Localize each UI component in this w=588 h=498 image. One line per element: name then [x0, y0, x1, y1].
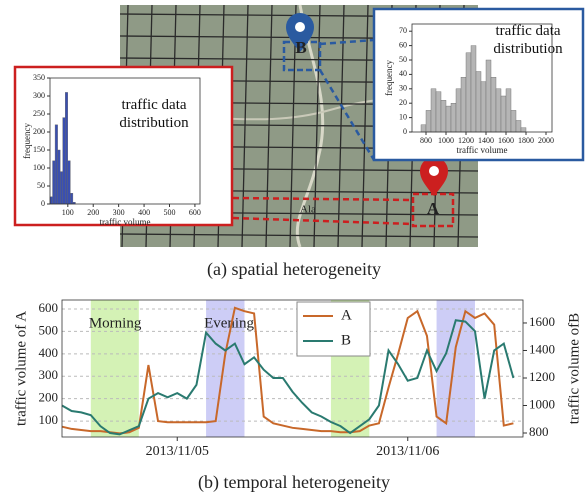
bar [521, 128, 526, 132]
bar [55, 125, 58, 204]
band-label: Morning [89, 315, 142, 331]
legend-label: B [341, 332, 351, 348]
y-tick-label: 0 [41, 199, 45, 208]
x-tick-label: 1000 [438, 136, 454, 145]
x-tick-label: 300 [113, 208, 125, 217]
bar [456, 89, 461, 132]
bar [70, 193, 73, 204]
marker-b-dot [295, 22, 305, 32]
bar [486, 60, 491, 132]
x-axis-label: traffic volume [456, 145, 507, 155]
y-tick-label: 50 [37, 181, 45, 190]
band-label: Evening [204, 315, 254, 331]
y2-tick-label: 1600 [529, 314, 555, 329]
y-tick-label: 40 [399, 69, 407, 78]
y2-tick-label: 800 [529, 424, 549, 439]
inset-a-frame [15, 67, 232, 225]
bar [60, 172, 63, 204]
y-axis-label: traffic volume of A [13, 311, 29, 426]
y2-tick-label: 1000 [529, 396, 555, 411]
y-tick-label: 30 [399, 84, 407, 93]
marker-b-label: B [295, 38, 306, 57]
x-tick-label: 1400 [478, 136, 494, 145]
bar [441, 100, 446, 132]
bar [426, 110, 431, 132]
x-tick-label: 1600 [498, 136, 514, 145]
inset-b-title: traffic data distribution [476, 22, 580, 58]
figure-canvas: Ala A B (a) spatial heterogeneity (b) te… [0, 0, 588, 498]
bar [421, 125, 426, 132]
y-axis-label: frequency [22, 123, 32, 159]
bar [516, 120, 521, 132]
x-tick-label: 400 [138, 208, 150, 217]
legend-label: A [341, 307, 352, 323]
figure: Ala A B (a) spatial heterogeneity (b) te… [0, 0, 588, 498]
bar [436, 92, 441, 132]
y-tick-label: 350 [33, 73, 45, 82]
y-tick-label: 300 [33, 91, 45, 100]
y-tick-label: 100 [33, 163, 45, 172]
caption-b: (b) temporal heterogeneity [198, 472, 390, 493]
x-tick-label: 100 [62, 208, 74, 217]
bar [506, 89, 511, 132]
y-tick-label: 60 [399, 40, 407, 49]
bar [451, 103, 456, 132]
y-tick-label: 10 [399, 112, 407, 121]
bar [68, 161, 71, 204]
bar [63, 118, 66, 204]
x-tick-label: 2000 [538, 136, 554, 145]
x-tick-label: 1200 [458, 136, 474, 145]
bar [431, 89, 436, 132]
x-tick-label: 600 [189, 208, 201, 217]
bar [65, 92, 68, 204]
y-tick-label: 250 [33, 109, 45, 118]
x-tick-label: 500 [163, 208, 175, 217]
y-tick-label: 600 [39, 300, 59, 315]
place-label: Ala [300, 204, 316, 216]
y-tick-label: 70 [399, 26, 407, 35]
bar [476, 72, 481, 132]
bar [501, 96, 506, 132]
y-tick-label: 50 [399, 55, 407, 64]
y-axis-label: frequency [384, 60, 394, 96]
bar [511, 110, 516, 132]
x-tick-label: 200 [87, 208, 99, 217]
y2-tick-label: 1200 [529, 369, 555, 384]
caption-a: (a) spatial heterogeneity [207, 259, 381, 280]
x-tick-label: 800 [420, 136, 432, 145]
bar [481, 82, 486, 132]
bar [466, 53, 471, 132]
y2-tick-label: 1400 [529, 341, 555, 356]
bar [53, 161, 56, 204]
marker-a-label: A [427, 199, 440, 218]
x-tick-label: 2013/11/06 [376, 444, 439, 459]
y-tick-label: 200 [39, 390, 59, 405]
bar [446, 106, 451, 132]
x-axis-label: traffic volume [99, 217, 150, 227]
bar [491, 77, 496, 132]
bar [471, 46, 476, 132]
y-tick-label: 500 [39, 322, 59, 337]
y-tick-label: 150 [33, 145, 45, 154]
y-tick-label: 300 [39, 367, 59, 382]
bar [461, 77, 466, 132]
y-tick-label: 200 [33, 127, 45, 136]
y-tick-label: 100 [39, 412, 59, 427]
marker-a-dot [429, 166, 439, 176]
x-tick-label: 1800 [518, 136, 534, 145]
inset-a-title: traffic data distribution [106, 96, 202, 132]
y-tick-label: 0 [403, 127, 407, 136]
bar [496, 89, 501, 132]
bar [58, 150, 61, 204]
x-tick-label: 2013/11/05 [146, 444, 209, 459]
y-tick-label: 20 [399, 98, 407, 107]
y2-axis-label: traffic volume ofB [566, 313, 582, 424]
legend-box [297, 302, 370, 356]
y-tick-label: 400 [39, 345, 59, 360]
